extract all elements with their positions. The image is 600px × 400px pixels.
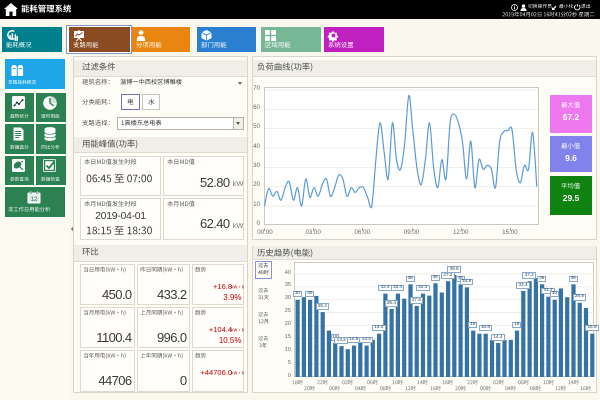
svg-text:12: 12 [31,197,38,203]
